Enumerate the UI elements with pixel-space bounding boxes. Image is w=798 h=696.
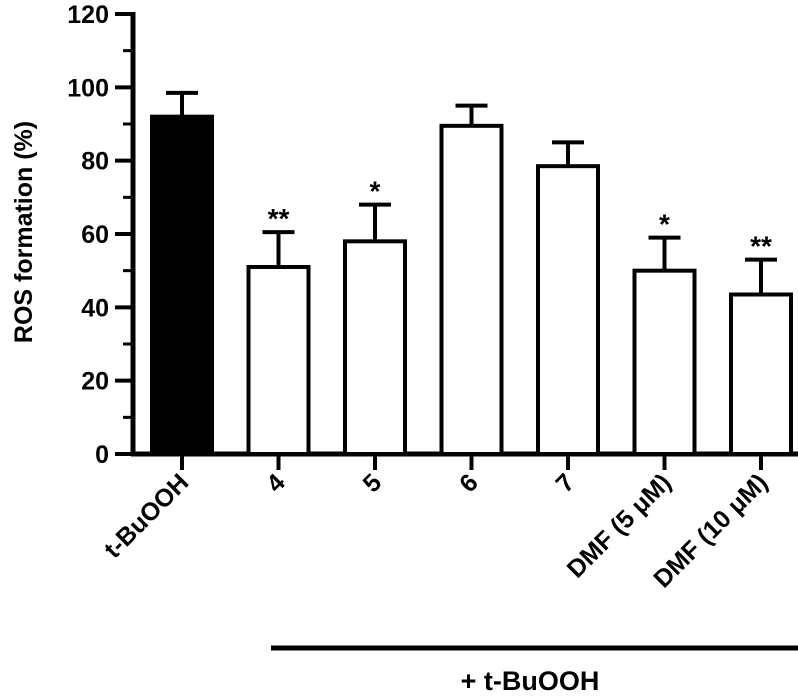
y-tick-label: 40 xyxy=(81,294,109,322)
bar-2 xyxy=(246,265,311,456)
significance-mark: ** xyxy=(750,231,772,262)
x-tick-label: 7 xyxy=(551,468,581,498)
y-tick-label: 20 xyxy=(81,368,109,396)
y-axis-title: ROS formation (%) xyxy=(10,121,38,343)
significance-mark: * xyxy=(370,176,381,207)
significance-mark: ** xyxy=(268,203,290,234)
bar-7 xyxy=(729,292,793,456)
x-tick-label: 6 xyxy=(454,468,484,498)
group-label: + t-BuOOH xyxy=(461,666,600,696)
x-tick-label: 4 xyxy=(261,468,291,498)
bar-3 xyxy=(343,239,407,456)
bar-4 xyxy=(439,123,504,456)
y-tick-label: 60 xyxy=(81,221,109,249)
bar-6 xyxy=(632,268,697,456)
significance-mark: * xyxy=(659,209,670,240)
bar-5 xyxy=(536,164,600,457)
y-tick-label: 0 xyxy=(95,441,109,469)
bar-1 xyxy=(150,114,214,457)
y-tick-label: 80 xyxy=(81,148,109,176)
x-tick-label: t-BuOOH xyxy=(99,468,194,563)
y-tick-label: 100 xyxy=(67,74,109,102)
y-tick-label: 120 xyxy=(67,1,109,29)
x-tick-label: 5 xyxy=(358,468,388,498)
